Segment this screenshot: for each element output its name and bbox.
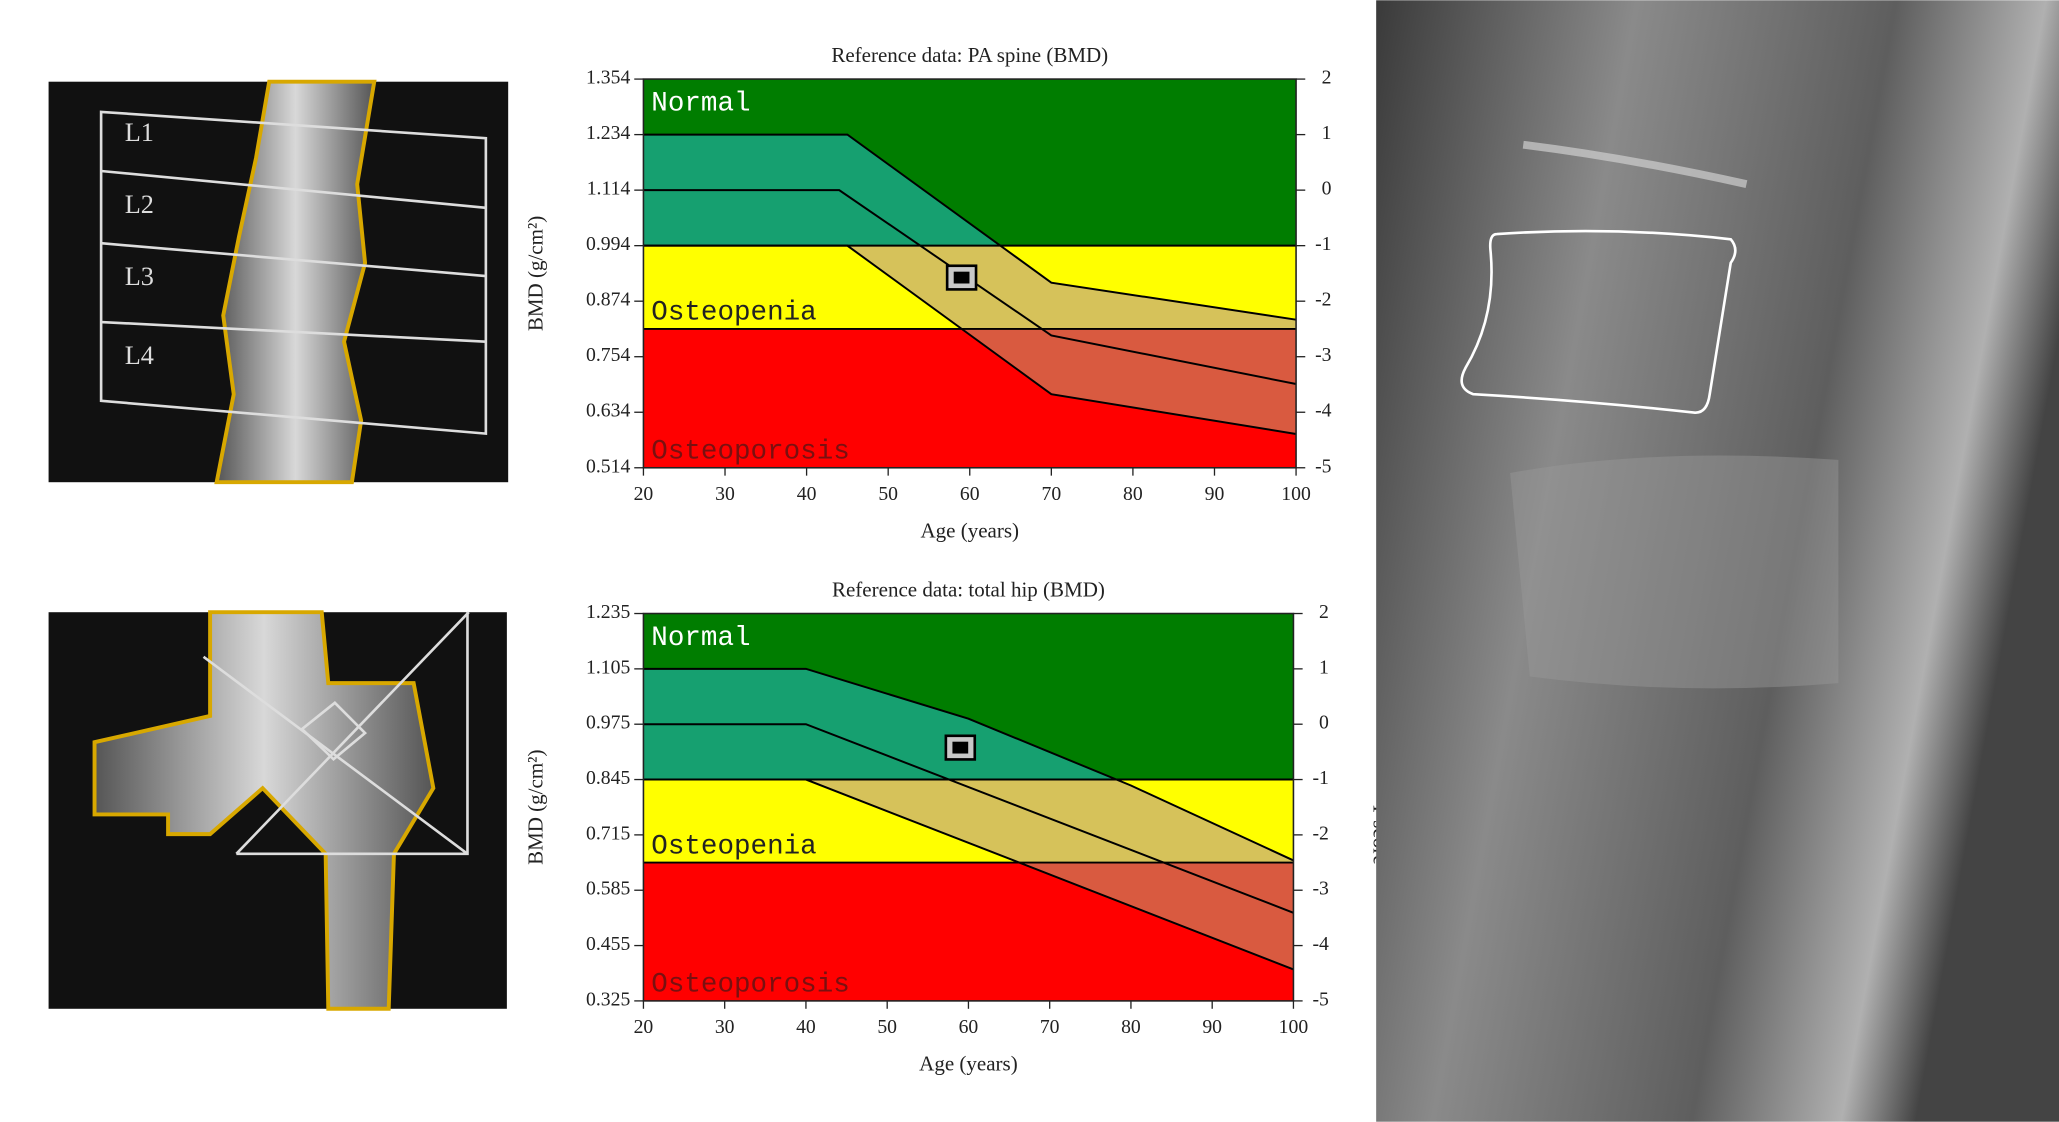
- y-tick-label: 0.845: [586, 767, 630, 789]
- vertebra-label: L1: [125, 118, 154, 147]
- x-tick-label: 60: [960, 483, 980, 505]
- reference-line: [643, 133, 1297, 321]
- y2-tick-label: 1: [1319, 656, 1329, 678]
- y2-tick-label: -3: [1315, 344, 1332, 366]
- reference-band: [961, 328, 1297, 434]
- x-tick-label: 60: [959, 1016, 979, 1038]
- vertebra-label: L2: [125, 190, 154, 219]
- y-axis-label: BMD (g/cm²): [523, 216, 547, 331]
- x-axis-label: Age (years): [919, 1051, 1018, 1075]
- y-tick-label: 0.634: [586, 400, 630, 422]
- x-tick-label: 70: [1040, 1016, 1060, 1038]
- x-axis-label: Age (years): [920, 518, 1019, 542]
- y-tick-label: 0.994: [586, 233, 630, 255]
- y-tick-label: 1.235: [586, 601, 630, 623]
- y-tick-label: 0.514: [586, 455, 630, 477]
- y-tick-label: 0.715: [586, 822, 630, 844]
- x-tick-label: 100: [1281, 483, 1311, 505]
- x-tick-label: 30: [715, 483, 735, 505]
- x-tick-label: 90: [1202, 1016, 1222, 1038]
- reference-line: [643, 778, 1294, 971]
- reference-line: [643, 723, 1294, 914]
- reference-band: [643, 668, 1117, 780]
- y-tick-label: 0.754: [586, 344, 630, 366]
- chart-title: Reference data: total hip (BMD): [832, 577, 1105, 601]
- y-tick-label: 1.105: [586, 656, 630, 678]
- y2-tick-label: 0: [1319, 712, 1329, 734]
- vertebra-label: L3: [125, 262, 154, 291]
- y-tick-label: 0.585: [586, 878, 630, 900]
- reference-line: [643, 244, 1297, 435]
- y2-tick-label: -3: [1312, 878, 1329, 900]
- y2-tick-label: -4: [1315, 400, 1332, 422]
- chart: Normal Osteopenia Osteoporosis 0.325 0.455 0.…: [523, 577, 1392, 1075]
- y2-tick-label: 0: [1322, 178, 1332, 200]
- x-tick-label: 80: [1123, 483, 1143, 505]
- x-tick-label: 20: [634, 1016, 654, 1038]
- x-tick-label: 30: [715, 1016, 735, 1038]
- zone-label: Normal: [651, 623, 750, 654]
- zone-label: Osteoporosis: [651, 970, 849, 1001]
- y2-tick-label: 2: [1319, 601, 1329, 623]
- reference-band: [643, 779, 1294, 863]
- y2-tick-label: 1: [1322, 122, 1332, 144]
- xray-image: [1376, 0, 2059, 1122]
- y2-tick-label: -1: [1315, 233, 1331, 255]
- x-tick-label: 40: [797, 483, 817, 505]
- x-tick-label: 80: [1121, 1016, 1141, 1038]
- y2-tick-label: -4: [1312, 933, 1329, 955]
- y-tick-label: 0.874: [586, 289, 630, 311]
- x-tick-label: 70: [1041, 483, 1061, 505]
- y-tick-label: 0.975: [586, 712, 630, 734]
- reference-line: [643, 189, 1297, 385]
- y-tick-label: 1.354: [586, 67, 630, 89]
- x-tick-label: 50: [877, 1016, 897, 1038]
- y2-tick-label: -2: [1315, 289, 1331, 311]
- x-tick-label: 40: [796, 1016, 816, 1038]
- zone-label: Osteoporosis: [651, 437, 849, 468]
- y-tick-label: 0.325: [586, 988, 630, 1010]
- zone-label: Osteopenia: [651, 831, 816, 862]
- chart-title: Reference data: PA spine (BMD): [831, 43, 1108, 67]
- x-tick-label: 90: [1205, 483, 1225, 505]
- reference-line: [643, 667, 1294, 862]
- y2-tick-label: -2: [1312, 822, 1328, 844]
- y-axis-label: BMD (g/cm²): [523, 750, 547, 865]
- y2-tick-label: -1: [1312, 767, 1328, 789]
- hip-scan: [48, 610, 507, 1011]
- zone-label: Normal: [651, 89, 750, 120]
- y-tick-label: 1.114: [587, 178, 631, 200]
- y2-tick-label: 2: [1322, 67, 1332, 89]
- y-tick-label: 1.234: [586, 122, 630, 144]
- spine-scan: [48, 79, 509, 485]
- y2-tick-label: -5: [1312, 988, 1329, 1010]
- x-tick-label: 50: [878, 483, 898, 505]
- y-tick-label: 0.455: [586, 933, 630, 955]
- x-tick-label: 20: [634, 483, 654, 505]
- vertebra-label: L4: [125, 341, 154, 370]
- chart: Normal Osteopenia Osteoporosis 0.514 0.634 0.…: [523, 43, 1331, 542]
- zone-label: Osteopenia: [651, 298, 816, 329]
- y2-tick-label: -5: [1315, 455, 1332, 477]
- patient-marker-core: [952, 741, 969, 754]
- patient-marker-core: [953, 271, 970, 284]
- x-tick-label: 100: [1279, 1016, 1309, 1038]
